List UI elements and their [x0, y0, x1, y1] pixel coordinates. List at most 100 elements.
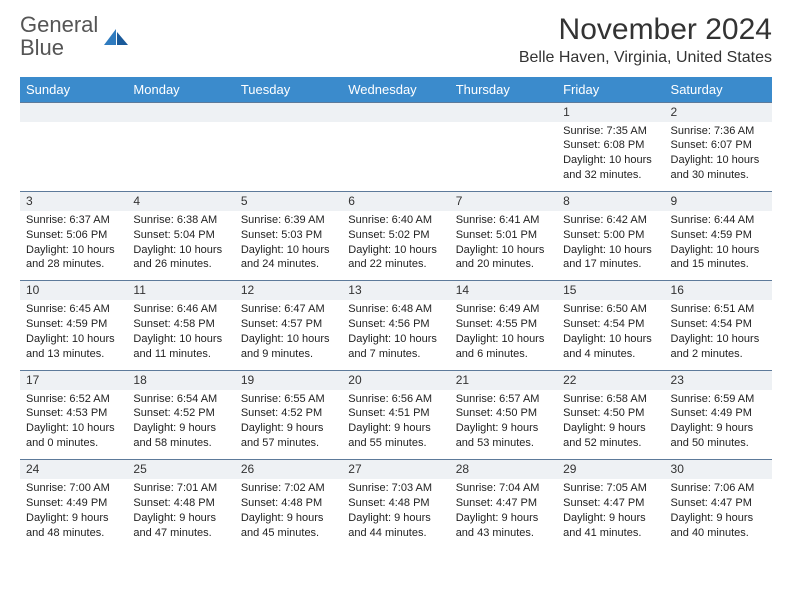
day-info-line: Daylight: 10 hours	[26, 243, 121, 258]
day-info-line: Sunset: 4:47 PM	[456, 496, 551, 511]
day-number: 1	[557, 102, 664, 122]
day-detail-row: Sunrise: 6:45 AMSunset: 4:59 PMDaylight:…	[20, 300, 772, 370]
day-info-line: Sunset: 5:01 PM	[456, 228, 551, 243]
day-info-line: Sunrise: 6:47 AM	[241, 302, 336, 317]
page-title: November 2024	[519, 14, 772, 46]
day-header: Sunday	[20, 77, 127, 103]
day-info-line: and 15 minutes.	[671, 257, 766, 272]
logo-text-general: General	[20, 12, 98, 37]
day-cell: Sunrise: 6:56 AMSunset: 4:51 PMDaylight:…	[342, 390, 449, 460]
day-info-line: Sunrise: 7:02 AM	[241, 481, 336, 496]
calendar-table: Sunday Monday Tuesday Wednesday Thursday…	[20, 77, 772, 549]
day-number: 6	[342, 191, 449, 211]
day-number: 12	[235, 281, 342, 301]
day-cell: Sunrise: 6:46 AMSunset: 4:58 PMDaylight:…	[127, 300, 234, 370]
day-info-line: and 2 minutes.	[671, 347, 766, 362]
day-number: 26	[235, 460, 342, 480]
day-detail-row: Sunrise: 6:52 AMSunset: 4:53 PMDaylight:…	[20, 390, 772, 460]
day-info-line: Daylight: 9 hours	[241, 511, 336, 526]
day-cell: Sunrise: 6:45 AMSunset: 4:59 PMDaylight:…	[20, 300, 127, 370]
day-info-line: Daylight: 10 hours	[133, 332, 228, 347]
day-info-line: Sunrise: 7:05 AM	[563, 481, 658, 496]
day-cell: Sunrise: 6:52 AMSunset: 4:53 PMDaylight:…	[20, 390, 127, 460]
day-cell: Sunrise: 6:58 AMSunset: 4:50 PMDaylight:…	[557, 390, 664, 460]
day-info-line: Daylight: 10 hours	[26, 421, 121, 436]
day-info-line: Sunset: 4:50 PM	[456, 406, 551, 421]
day-cell: Sunrise: 6:44 AMSunset: 4:59 PMDaylight:…	[665, 211, 772, 281]
day-info-line: and 53 minutes.	[456, 436, 551, 451]
day-info-line: and 41 minutes.	[563, 526, 658, 541]
logo: General Blue	[20, 14, 130, 60]
day-info-line: Daylight: 10 hours	[456, 243, 551, 258]
day-info-line: and 45 minutes.	[241, 526, 336, 541]
day-info-line: Sunset: 4:59 PM	[26, 317, 121, 332]
day-info-line: Sunrise: 6:37 AM	[26, 213, 121, 228]
day-number: 20	[342, 370, 449, 390]
day-cell	[235, 122, 342, 192]
day-info-line: Daylight: 9 hours	[348, 421, 443, 436]
day-info-line: Sunset: 4:56 PM	[348, 317, 443, 332]
day-info-line: Daylight: 9 hours	[133, 511, 228, 526]
day-info-line: Daylight: 10 hours	[671, 332, 766, 347]
day-info-line: Daylight: 9 hours	[26, 511, 121, 526]
day-info-line: Daylight: 10 hours	[241, 332, 336, 347]
day-number: 27	[342, 460, 449, 480]
day-info-line: Sunrise: 6:58 AM	[563, 392, 658, 407]
day-info-line: Sunrise: 6:44 AM	[671, 213, 766, 228]
day-info-line: Sunset: 4:51 PM	[348, 406, 443, 421]
logo-sail-icon	[102, 27, 130, 47]
day-info-line: and 30 minutes.	[671, 168, 766, 183]
day-cell: Sunrise: 7:36 AMSunset: 6:07 PMDaylight:…	[665, 122, 772, 192]
day-detail-row: Sunrise: 7:35 AMSunset: 6:08 PMDaylight:…	[20, 122, 772, 192]
day-info-line: and 47 minutes.	[133, 526, 228, 541]
day-info-line: Sunset: 4:59 PM	[671, 228, 766, 243]
day-info-line: Sunrise: 7:01 AM	[133, 481, 228, 496]
day-info-line: Sunset: 4:50 PM	[563, 406, 658, 421]
day-cell: Sunrise: 6:59 AMSunset: 4:49 PMDaylight:…	[665, 390, 772, 460]
day-info-line: Daylight: 10 hours	[26, 332, 121, 347]
day-cell: Sunrise: 6:57 AMSunset: 4:50 PMDaylight:…	[450, 390, 557, 460]
day-info-line: and 17 minutes.	[563, 257, 658, 272]
day-info-line: Sunrise: 6:41 AM	[456, 213, 551, 228]
day-number: 28	[450, 460, 557, 480]
day-cell: Sunrise: 6:51 AMSunset: 4:54 PMDaylight:…	[665, 300, 772, 370]
day-cell: Sunrise: 7:01 AMSunset: 4:48 PMDaylight:…	[127, 479, 234, 548]
day-info-line: Sunrise: 7:00 AM	[26, 481, 121, 496]
day-info-line: Daylight: 10 hours	[671, 153, 766, 168]
day-info-line: Sunset: 4:49 PM	[26, 496, 121, 511]
day-number-row: 17181920212223	[20, 370, 772, 390]
logo-text-blue: Blue	[20, 35, 64, 60]
day-info-line: and 44 minutes.	[348, 526, 443, 541]
day-info-line: Sunrise: 7:36 AM	[671, 124, 766, 139]
day-info-line: Sunrise: 6:51 AM	[671, 302, 766, 317]
day-info-line: Daylight: 10 hours	[241, 243, 336, 258]
day-info-line: Sunset: 5:00 PM	[563, 228, 658, 243]
day-number: 7	[450, 191, 557, 211]
day-number: 5	[235, 191, 342, 211]
day-info-line: Sunset: 4:49 PM	[671, 406, 766, 421]
day-info-line: Sunrise: 6:54 AM	[133, 392, 228, 407]
day-info-line: Sunset: 4:53 PM	[26, 406, 121, 421]
day-info-line: and 9 minutes.	[241, 347, 336, 362]
day-info-line: Sunrise: 6:39 AM	[241, 213, 336, 228]
day-info-line: Sunset: 4:48 PM	[348, 496, 443, 511]
day-info-line: Daylight: 10 hours	[133, 243, 228, 258]
day-number: 29	[557, 460, 664, 480]
day-info-line: and 40 minutes.	[671, 526, 766, 541]
day-info-line: Sunrise: 6:48 AM	[348, 302, 443, 317]
day-cell	[450, 122, 557, 192]
day-detail-row: Sunrise: 7:00 AMSunset: 4:49 PMDaylight:…	[20, 479, 772, 548]
day-info-line: Daylight: 9 hours	[241, 421, 336, 436]
day-number	[20, 102, 127, 122]
day-number: 24	[20, 460, 127, 480]
day-info-line: Sunset: 4:48 PM	[133, 496, 228, 511]
day-cell: Sunrise: 6:48 AMSunset: 4:56 PMDaylight:…	[342, 300, 449, 370]
page-header: General Blue November 2024 Belle Haven, …	[20, 14, 772, 67]
day-info-line: Sunset: 4:58 PM	[133, 317, 228, 332]
day-cell: Sunrise: 7:03 AMSunset: 4:48 PMDaylight:…	[342, 479, 449, 548]
day-number: 15	[557, 281, 664, 301]
day-info-line: and 43 minutes.	[456, 526, 551, 541]
day-number	[450, 102, 557, 122]
day-number: 18	[127, 370, 234, 390]
day-info-line: Sunrise: 6:38 AM	[133, 213, 228, 228]
